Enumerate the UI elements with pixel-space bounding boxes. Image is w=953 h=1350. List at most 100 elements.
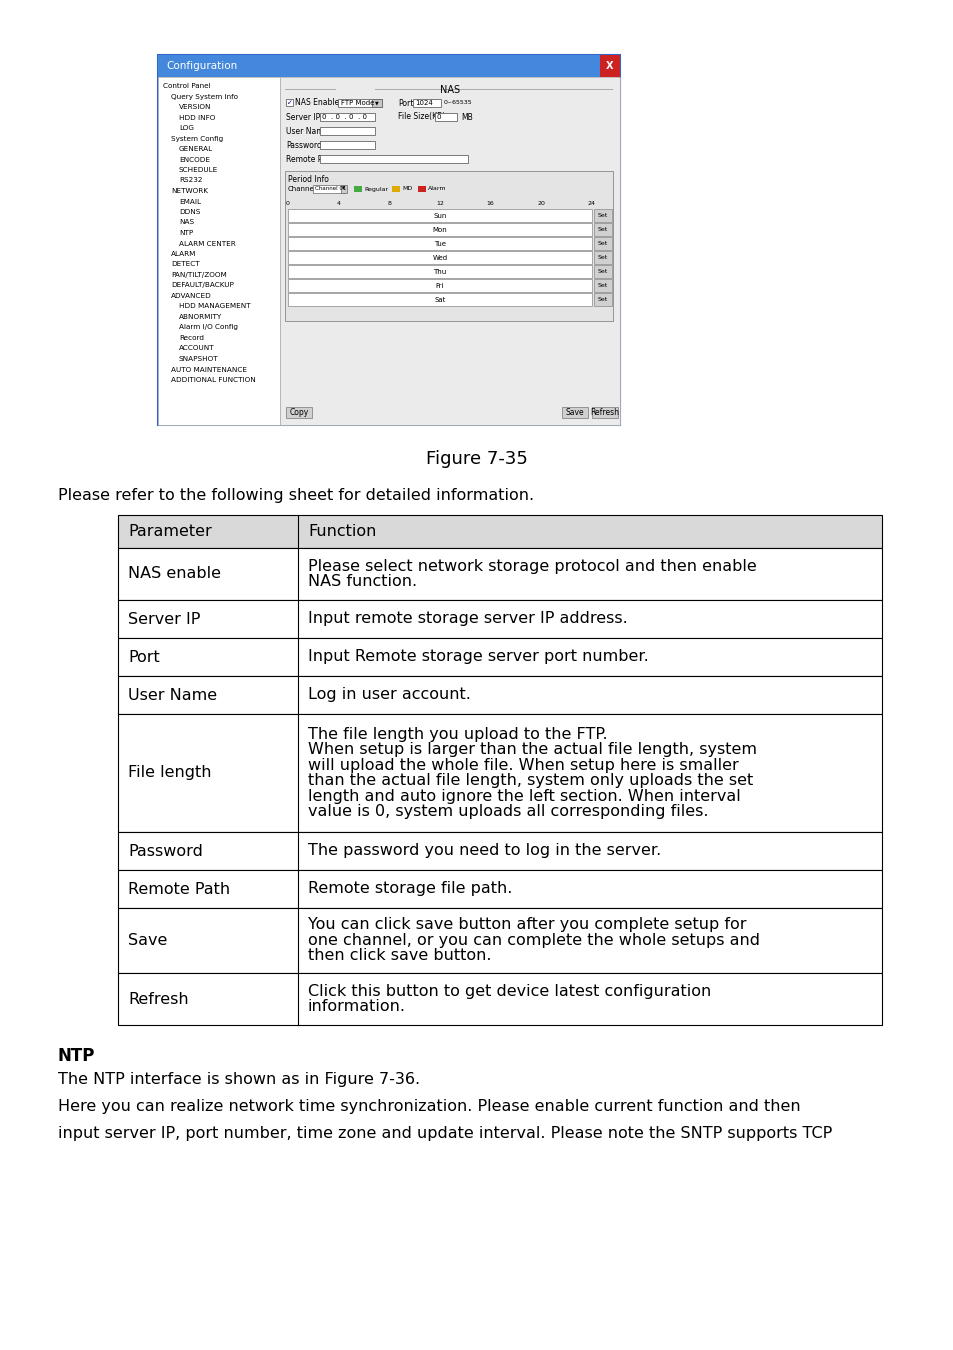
Text: Wed: Wed bbox=[432, 255, 447, 261]
Bar bbox=[288, 251, 592, 265]
Bar bbox=[158, 55, 619, 77]
Bar bbox=[118, 869, 882, 909]
Text: Remote Path: Remote Path bbox=[128, 882, 230, 896]
Text: Fri: Fri bbox=[436, 282, 444, 289]
Bar bbox=[118, 599, 882, 639]
Text: Query System Info: Query System Info bbox=[171, 93, 237, 100]
Text: System Config: System Config bbox=[171, 135, 223, 142]
Text: DETECT: DETECT bbox=[171, 262, 199, 267]
Bar bbox=[288, 238, 592, 250]
Text: Figure 7-35: Figure 7-35 bbox=[426, 450, 527, 468]
Text: Set: Set bbox=[598, 269, 607, 274]
Bar bbox=[319, 140, 375, 148]
Text: Here you can realize network time synchronization. Please enable current functio: Here you can realize network time synchr… bbox=[58, 1099, 800, 1114]
Text: User Name: User Name bbox=[128, 687, 217, 702]
Text: Server IP: Server IP bbox=[128, 612, 200, 626]
Text: 0  . 0  . 0  . 0: 0 . 0 . 0 . 0 bbox=[322, 113, 367, 120]
Text: one channel, or you can complete the whole setups and: one channel, or you can complete the who… bbox=[308, 933, 760, 948]
Bar bbox=[288, 279, 592, 292]
Text: You can click save button after you complete setup for: You can click save button after you comp… bbox=[308, 918, 745, 933]
Text: EMAIL: EMAIL bbox=[179, 198, 201, 204]
Text: HDD MANAGEMENT: HDD MANAGEMENT bbox=[179, 304, 251, 309]
Bar bbox=[594, 223, 612, 236]
Text: Period Info: Period Info bbox=[288, 174, 329, 184]
Text: File Size(KB): File Size(KB) bbox=[397, 112, 445, 122]
Text: DEFAULT/BACKUP: DEFAULT/BACKUP bbox=[171, 282, 233, 289]
Text: ALARM CENTER: ALARM CENTER bbox=[179, 240, 235, 247]
Text: MD: MD bbox=[401, 186, 412, 192]
Text: FTP Mode: FTP Mode bbox=[340, 100, 374, 107]
Text: HDD INFO: HDD INFO bbox=[179, 115, 215, 120]
Bar bbox=[594, 251, 612, 265]
Text: Refresh: Refresh bbox=[590, 408, 618, 417]
Bar bbox=[594, 238, 612, 250]
Text: The file length you upload to the FTP.: The file length you upload to the FTP. bbox=[308, 726, 607, 741]
Text: When setup is larger than the actual file length, system: When setup is larger than the actual fil… bbox=[308, 743, 757, 757]
Text: NAS: NAS bbox=[439, 85, 459, 94]
Text: SCHEDULE: SCHEDULE bbox=[179, 167, 218, 173]
Text: Set: Set bbox=[598, 227, 607, 232]
Text: Parameter: Parameter bbox=[128, 524, 212, 539]
Text: Click this button to get device latest configuration: Click this button to get device latest c… bbox=[308, 984, 711, 999]
Text: 1024: 1024 bbox=[415, 100, 433, 107]
Text: Set: Set bbox=[598, 297, 607, 302]
Bar bbox=[599, 55, 619, 77]
Text: 0~65535: 0~65535 bbox=[443, 100, 472, 105]
Text: Mon: Mon bbox=[432, 227, 447, 232]
Bar bbox=[288, 223, 592, 236]
Text: Password: Password bbox=[128, 844, 203, 859]
Text: File length: File length bbox=[128, 765, 212, 780]
Text: PAN/TILT/ZOOM: PAN/TILT/ZOOM bbox=[171, 271, 227, 278]
Text: The NTP interface is shown as in Figure 7-36.: The NTP interface is shown as in Figure … bbox=[58, 1072, 419, 1087]
Bar bbox=[158, 55, 619, 425]
Text: Sat: Sat bbox=[434, 297, 445, 302]
Bar bbox=[288, 293, 592, 306]
Text: NTP: NTP bbox=[58, 1048, 95, 1065]
Text: ABNORMITY: ABNORMITY bbox=[179, 315, 222, 320]
Bar bbox=[594, 209, 612, 221]
Text: Password: Password bbox=[286, 140, 321, 150]
Text: Remote storage file path.: Remote storage file path. bbox=[308, 882, 512, 896]
Bar bbox=[372, 99, 381, 107]
Text: then click save button.: then click save button. bbox=[308, 949, 491, 964]
Text: NETWORK: NETWORK bbox=[171, 188, 208, 194]
Bar bbox=[118, 832, 882, 869]
Text: Input remote storage server IP address.: Input remote storage server IP address. bbox=[308, 612, 627, 626]
Text: length and auto ignore the left section. When interval: length and auto ignore the left section.… bbox=[308, 788, 740, 803]
Text: Save: Save bbox=[128, 933, 167, 948]
Text: input server IP, port number, time zone and update interval. Please note the SNT: input server IP, port number, time zone … bbox=[58, 1126, 831, 1141]
Bar bbox=[118, 714, 882, 832]
Text: Port: Port bbox=[128, 649, 159, 664]
Bar bbox=[592, 406, 618, 418]
Text: Thu: Thu bbox=[433, 269, 446, 274]
Bar bbox=[118, 639, 882, 676]
Bar bbox=[319, 155, 468, 163]
Text: DDNS: DDNS bbox=[179, 209, 200, 215]
Bar bbox=[392, 186, 399, 192]
Text: NAS: NAS bbox=[179, 220, 193, 225]
Text: value is 0, system uploads all corresponding files.: value is 0, system uploads all correspon… bbox=[308, 805, 708, 819]
Text: Sun: Sun bbox=[433, 212, 446, 219]
Text: Port: Port bbox=[397, 99, 413, 108]
Text: Please refer to the following sheet for detailed information.: Please refer to the following sheet for … bbox=[58, 487, 534, 504]
Bar bbox=[286, 99, 293, 107]
Text: NAS Enable: NAS Enable bbox=[294, 99, 339, 107]
Text: User Name: User Name bbox=[286, 127, 328, 135]
Text: than the actual file length, system only uploads the set: than the actual file length, system only… bbox=[308, 774, 753, 788]
Text: information.: information. bbox=[308, 999, 406, 1014]
Text: Remote Path: Remote Path bbox=[286, 154, 335, 163]
Bar bbox=[118, 676, 882, 714]
Text: Refresh: Refresh bbox=[128, 991, 189, 1007]
Text: ALARM: ALARM bbox=[171, 251, 196, 256]
Text: Input Remote storage server port number.: Input Remote storage server port number. bbox=[308, 649, 648, 664]
Text: 0: 0 bbox=[286, 201, 290, 207]
Bar bbox=[413, 99, 440, 107]
Bar bbox=[288, 265, 592, 278]
Text: MB: MB bbox=[460, 112, 473, 122]
Text: SNAPSHOT: SNAPSHOT bbox=[179, 356, 218, 362]
Text: Server IP: Server IP bbox=[286, 112, 320, 122]
Text: 24: 24 bbox=[587, 201, 596, 207]
Bar bbox=[280, 77, 619, 425]
Text: 0: 0 bbox=[436, 113, 441, 120]
Text: ▼: ▼ bbox=[342, 188, 345, 190]
